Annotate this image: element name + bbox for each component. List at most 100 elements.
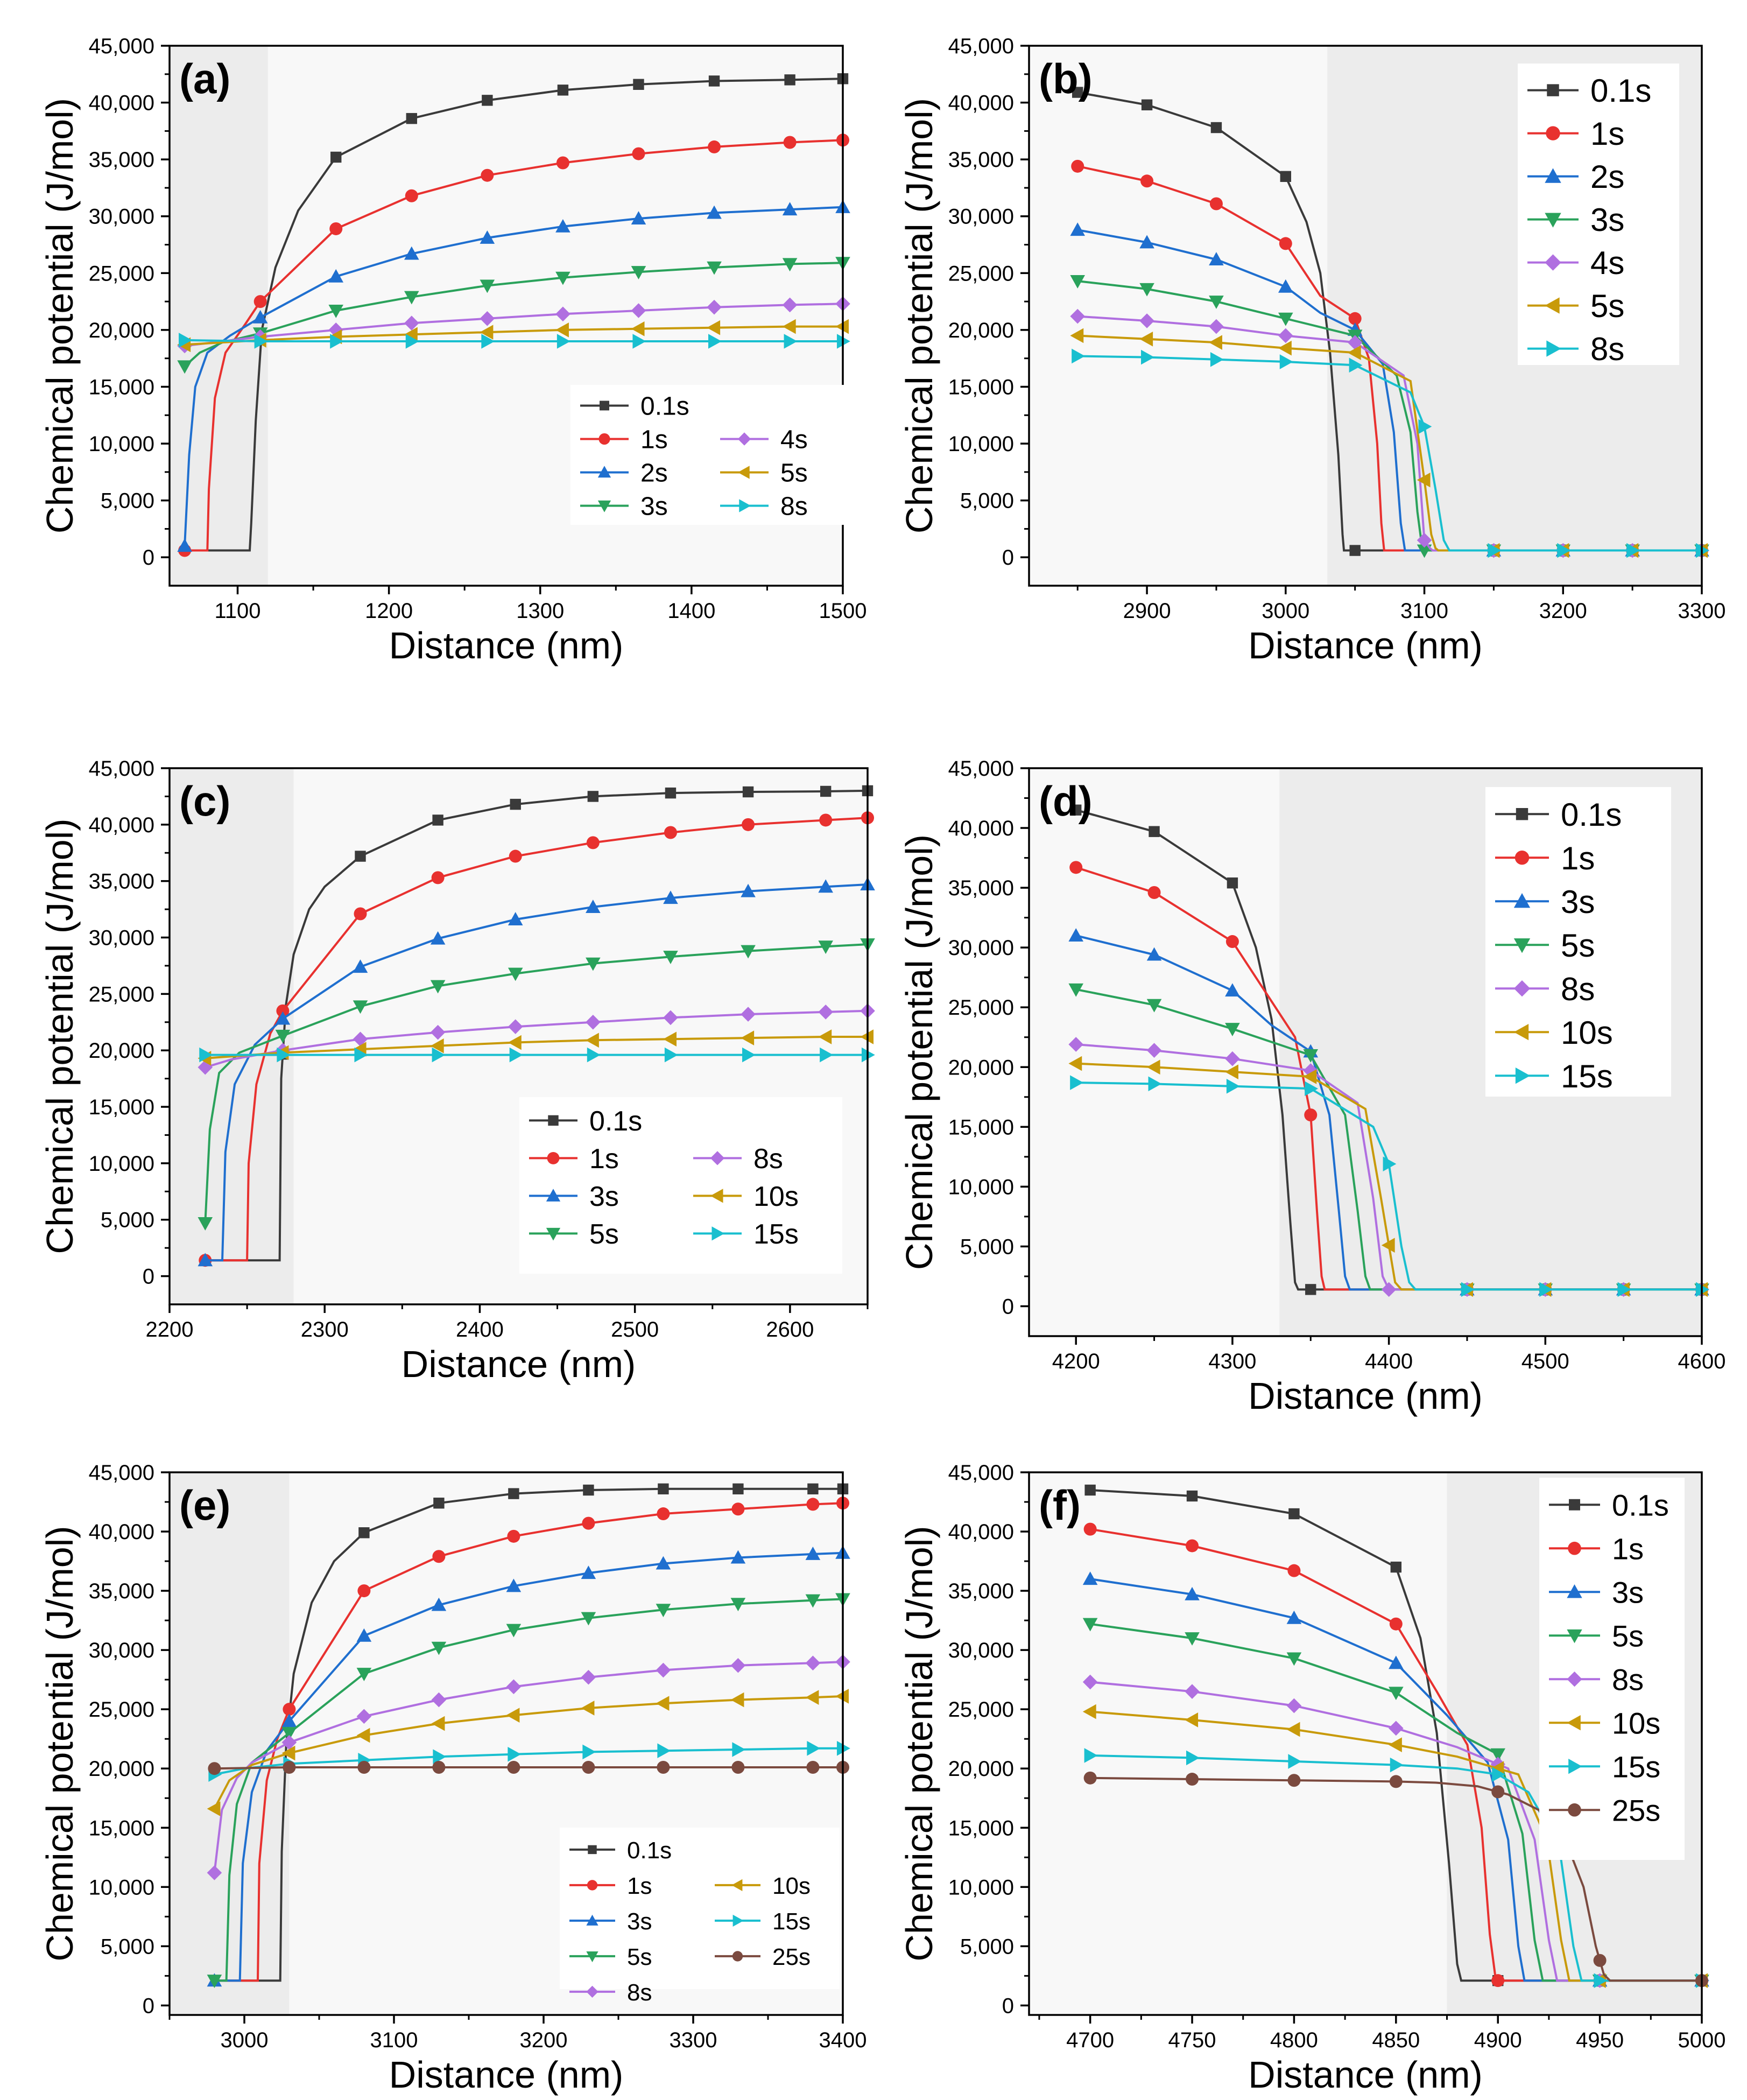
data-point-10s [508, 1035, 522, 1050]
data-point-5s [631, 321, 645, 336]
legend-label: 1s [589, 1143, 619, 1175]
x-tick-label: 4900 [1474, 2028, 1522, 2052]
data-point-5s [1225, 1023, 1240, 1036]
data-point-8s [663, 1010, 678, 1026]
legend-item-4s: 4s [1527, 245, 1624, 281]
panel-label: (e) [179, 1481, 230, 1529]
panel-label: (d) [1039, 777, 1093, 825]
data-point-10s [805, 1690, 819, 1705]
data-point-8s [1389, 1720, 1404, 1736]
y-tick-label: 10,000 [89, 432, 154, 456]
data-point-1s [806, 1498, 820, 1511]
chart-panel-a: 0 5,000 10,000 15,000 20,000 25,000 30,000 35,0… [39, 34, 867, 666]
data-point-0.1s [432, 814, 443, 826]
data-point-0.1s [1072, 87, 1083, 98]
legend-label: 3s [1561, 884, 1595, 920]
data-point-8s [1141, 349, 1154, 365]
y-tick-label: 35,000 [948, 1579, 1014, 1603]
data-point-10s [281, 1745, 295, 1761]
data-point-3s [1082, 1571, 1098, 1585]
data-point-3s [275, 1011, 291, 1025]
data-point-1s [586, 836, 600, 849]
plot-frame [168, 1471, 844, 2016]
data-point-10s [663, 1031, 677, 1047]
data-point-8s [556, 334, 570, 349]
legend-label: 25s [1612, 1793, 1660, 1827]
data-point-8s [254, 334, 268, 349]
y-tick-label: 20,000 [948, 1757, 1014, 1781]
data-point-1s [664, 826, 677, 839]
data-point-3s [281, 1713, 297, 1727]
data-point-8s [431, 1692, 447, 1708]
y-tick-label: 10,000 [948, 1876, 1014, 1899]
legend-item-1s: 1s [1495, 840, 1595, 876]
data-point-3s [581, 1565, 596, 1579]
data-point-25s [1287, 1774, 1301, 1787]
data-point-15s [199, 1047, 213, 1063]
data-point-1s [783, 136, 797, 149]
legend-label: 1s [640, 426, 668, 454]
data-point-2s [404, 246, 419, 260]
series-line-15s [1090, 1754, 1702, 1982]
legend-item-0.1s: 0.1s [1527, 73, 1651, 109]
legend-item-0.1s: 0.1s [569, 1837, 672, 1864]
legend-e: 0.1s 1s 3s 5s 8s 10s 15s 25s [560, 1828, 840, 2006]
data-point-25s [507, 1761, 520, 1774]
y-tick-label: 30,000 [948, 205, 1014, 229]
y-axis-label: Chemical potential (J/mol) [39, 1526, 81, 1961]
data-point-3s [1146, 947, 1162, 961]
legend-marker-5s [586, 1951, 598, 1963]
data-point-0.1s [433, 1498, 445, 1509]
data-point-0.1s [1288, 1508, 1300, 1520]
legend-marker-2s [1545, 168, 1561, 183]
data-point-15s [432, 1047, 446, 1063]
x-tick-label: 3400 [819, 2028, 867, 2052]
data-point-5s [281, 1727, 297, 1740]
x-tick-label: 4850 [1372, 2028, 1420, 2052]
legend-marker-8s [1513, 980, 1531, 997]
legend-marker-2s [597, 466, 611, 478]
legend-label: 15s [1612, 1750, 1660, 1783]
data-point-8s [1146, 1043, 1162, 1058]
data-point-3s [1417, 544, 1432, 558]
data-point-5s [1417, 472, 1431, 488]
data-point-0.1s [665, 787, 677, 799]
data-point-0.1s [358, 1527, 370, 1539]
legend-label: 10s [1612, 1706, 1660, 1740]
data-point-10s [431, 1716, 445, 1731]
plot-frame [1028, 45, 1703, 587]
data-point-15s [1594, 1973, 1608, 1988]
data-point-8s [730, 1657, 746, 1673]
legend-marker-3s [546, 1189, 561, 1202]
data-point-5s [356, 1668, 372, 1681]
data-point-1s [1287, 1564, 1301, 1577]
legend-f: 0.1s 1s 3s 5s 8s 10s 15s 25s [1539, 1478, 1685, 1860]
data-point-3s [707, 261, 722, 275]
data-point-5s [730, 1598, 746, 1612]
data-point-10s [586, 1033, 599, 1048]
legend-item-1s: 1s [1549, 1532, 1644, 1565]
y-tick-label: 40,000 [948, 1520, 1014, 1544]
y-tick-label: 15,000 [948, 375, 1014, 399]
y-tick-label: 15,000 [948, 1816, 1014, 1840]
legend-label: 0.1s [1561, 797, 1622, 833]
data-point-3s [631, 266, 646, 280]
data-point-8s [586, 1014, 601, 1030]
y-axis-label: Chemical potential (J/mol) [898, 98, 940, 533]
data-point-5s [581, 1612, 596, 1626]
data-point-3s [1225, 983, 1240, 997]
data-point-8s [1210, 352, 1224, 367]
data-point-3s [1389, 1655, 1404, 1669]
data-point-3s [663, 890, 678, 904]
legend-item-8s: 8s [1527, 331, 1624, 367]
legend-marker-15s [1515, 1067, 1531, 1084]
data-point-10s [741, 1030, 755, 1045]
data-point-1s [509, 849, 522, 863]
data-point-0.1s [1149, 826, 1160, 837]
data-point-8s [353, 1031, 368, 1047]
y-tick-label: 20,000 [948, 1056, 1014, 1079]
legend-label: 8s [1590, 331, 1624, 367]
data-point-3s [656, 1556, 671, 1570]
data-point-10s [1068, 1056, 1082, 1071]
